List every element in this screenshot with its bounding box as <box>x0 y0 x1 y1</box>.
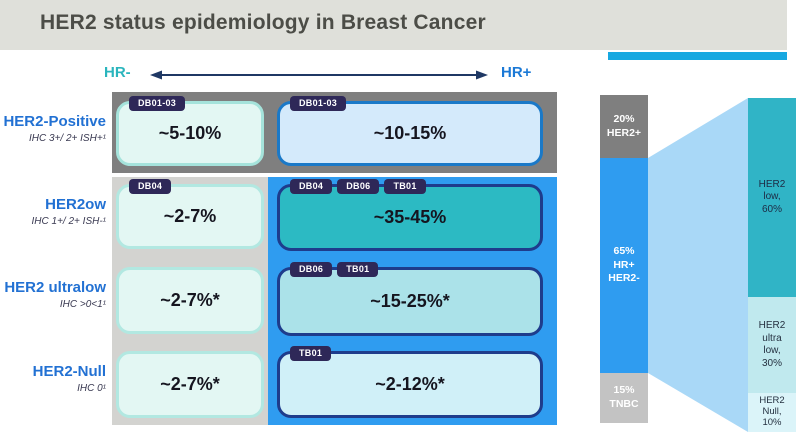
row-title: HER2 ultralow <box>4 279 106 296</box>
bar-segment-her2-positive-20: 20% HER2+ <box>600 95 648 158</box>
cell-value: ~2-7% <box>163 206 217 226</box>
trial-badge: TB01 <box>290 346 332 361</box>
trial-badge: DB04 <box>129 179 172 194</box>
cell-her2-ultralow-hr-positive: DB06 TB01 ~15-25%* <box>277 262 543 336</box>
row-label-her2-null: HER2-Null IHC 0¹ <box>0 363 106 394</box>
trial-badge: DB04 <box>290 179 333 194</box>
trial-badge: DB01-03 <box>129 96 186 111</box>
axis-label-hr-negative: HR- <box>104 64 131 81</box>
cell-her2-low-hr-negative: DB04 ~2-7% <box>116 179 264 249</box>
row-title: HER2-Null <box>32 363 106 380</box>
cell-her2-ultralow-hr-negative: ~2-7%* <box>116 267 264 334</box>
row-subtitle: IHC 0¹ <box>77 382 106 394</box>
cell-value: ~2-7%* <box>160 290 220 310</box>
row-subtitle: IHC 1+/ 2+ ISH-¹ <box>31 215 106 227</box>
cell-her2-low-hr-positive: DB04 DB06 TB01 ~35-45% <box>277 179 543 251</box>
cyan-accent-bar <box>608 52 787 60</box>
cell-value: ~2-12%* <box>375 374 445 394</box>
bar-segment-hr-positive-her2-negative-65: 65% HR+ HER2- <box>600 158 648 373</box>
double-headed-arrow-icon <box>150 70 488 80</box>
cell-her2-positive-hr-positive: DB01-03 ~10-15% <box>277 96 543 166</box>
row-label-her2-ultralow: HER2 ultralow IHC >0<1¹ <box>0 279 106 310</box>
row-label-her2-low: HER2ow IHC 1+/ 2+ ISH-¹ <box>0 196 106 227</box>
row-title: HER2ow <box>45 196 106 213</box>
badge-group: DB04 DB06 TB01 <box>290 179 426 194</box>
cell-value: ~5-10% <box>158 123 222 143</box>
cell-her2-positive-hr-negative: DB01-03 ~5-10% <box>116 96 264 166</box>
bar-segment-her2-null-10: HER2 Null, 10% <box>748 393 796 432</box>
trial-badge: DB06 <box>337 179 380 194</box>
bar-segment-her2-ultralow-30: HER2 ultra low, 30% <box>748 297 796 393</box>
cell-value: ~2-7%* <box>160 374 220 394</box>
row-subtitle: IHC 3+/ 2+ ISH+¹ <box>29 132 106 144</box>
badge-group: TB01 <box>290 346 332 361</box>
bar-segment-her2-low-60: HER2 low, 60% <box>748 98 796 297</box>
badge-group: DB01-03 <box>129 96 186 111</box>
badge-group: DB06 TB01 <box>290 262 379 277</box>
badge-group: DB01-03 <box>290 96 347 111</box>
cell-value: ~15-25%* <box>370 291 450 311</box>
trial-badge: TB01 <box>384 179 426 194</box>
trial-badge: DB01-03 <box>290 96 347 111</box>
row-title: HER2-Positive <box>3 113 106 130</box>
cell-her2-null-hr-negative: ~2-7%* <box>116 351 264 418</box>
page-title: HER2 status epidemiology in Breast Cance… <box>40 11 486 34</box>
axis-label-hr-positive: HR+ <box>501 64 532 81</box>
title-band: HER2 status epidemiology in Breast Cance… <box>0 0 787 50</box>
badge-group: DB04 <box>129 179 172 194</box>
cell-value: ~10-15% <box>373 123 447 143</box>
flow-band <box>648 98 748 432</box>
cell-her2-null-hr-positive: TB01 ~2-12%* <box>277 346 543 418</box>
bar-segment-tnbc-15: 15% TNBC <box>600 373 648 423</box>
row-subtitle: IHC >0<1¹ <box>59 298 106 310</box>
trial-badge: DB06 <box>290 262 333 277</box>
trial-badge: TB01 <box>337 262 379 277</box>
cell-value: ~35-45% <box>373 207 447 227</box>
row-label-her2-positive: HER2-Positive IHC 3+/ 2+ ISH+¹ <box>0 113 106 144</box>
